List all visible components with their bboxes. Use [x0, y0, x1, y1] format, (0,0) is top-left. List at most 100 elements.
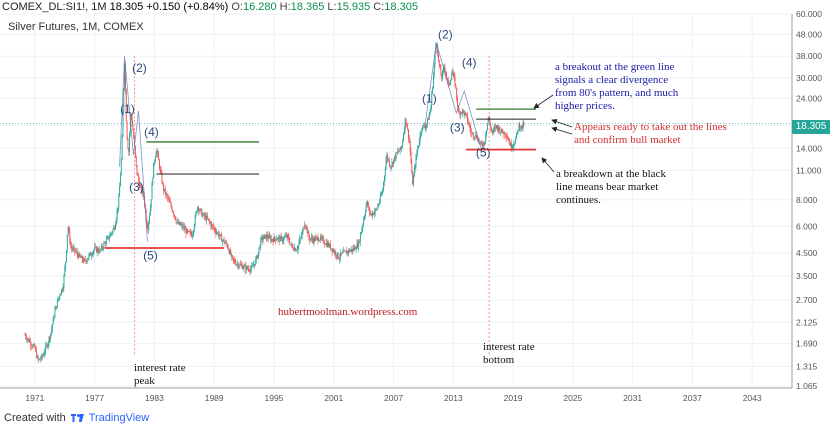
wave-label-80s: (2) — [132, 61, 147, 75]
candle-body — [173, 212, 175, 215]
candle-body — [112, 229, 114, 233]
candle-body — [213, 227, 215, 229]
candle-body — [295, 248, 297, 251]
candle-body — [334, 251, 336, 253]
candle-body — [374, 211, 375, 215]
candle-body — [464, 112, 466, 116]
candle-body — [211, 224, 213, 227]
candle-body — [270, 237, 272, 241]
x-tick-label: 1983 — [145, 393, 164, 403]
wave-label-2010s: (3) — [450, 120, 465, 134]
candle-body — [122, 112, 124, 138]
candle-body — [120, 159, 122, 175]
candle-body — [404, 118, 406, 130]
candle-body — [277, 237, 279, 240]
candle-body — [207, 216, 209, 219]
candle-body — [448, 83, 450, 85]
candle-body — [49, 337, 51, 339]
candle-body — [77, 254, 79, 258]
candle-body — [495, 126, 497, 128]
candle-body — [412, 172, 414, 185]
candle-body — [418, 145, 419, 149]
candle-body — [226, 242, 228, 245]
candle-body — [236, 264, 238, 265]
candle-body — [369, 211, 371, 214]
y-tick-label: 8.000 — [796, 195, 818, 205]
candle-body — [454, 76, 456, 86]
candle-body — [126, 121, 128, 139]
candle-body — [198, 207, 199, 211]
candle-body — [43, 353, 45, 355]
candle-body — [296, 250, 297, 252]
candle-body — [418, 141, 420, 146]
candle-body — [239, 264, 241, 267]
candle-body — [492, 129, 494, 133]
wave-label-80s: (3) — [129, 180, 144, 194]
y-tick-label: 1.315 — [796, 362, 818, 372]
tradingview-brand[interactable]: TradingView — [88, 412, 150, 424]
candle-body — [31, 345, 33, 347]
candle-body — [383, 181, 385, 190]
candle-body — [384, 175, 385, 182]
candle-body — [74, 247, 76, 252]
candle-body — [426, 124, 428, 127]
candle-body — [484, 141, 486, 143]
candle-body — [472, 132, 473, 134]
candle-body — [195, 212, 197, 217]
x-tick-label: 2013 — [444, 393, 463, 403]
candle-body — [261, 237, 263, 239]
candle-body — [35, 348, 37, 351]
candle-body — [125, 63, 126, 90]
candle-body — [481, 142, 483, 145]
candle-body — [262, 238, 264, 241]
candle-body — [378, 204, 380, 206]
candle-body — [155, 152, 157, 158]
annotation-ready: Appears ready to take out the lines — [574, 121, 727, 133]
candle-body — [58, 296, 60, 300]
y-tick-label: 6.000 — [796, 221, 818, 231]
candle-body — [119, 186, 121, 197]
candle-body — [322, 237, 324, 239]
symbol-name[interactable]: COMEX_DL:SI1!, 1M — [2, 1, 107, 13]
candle-body — [438, 59, 440, 66]
candle-body — [51, 324, 53, 330]
candle-body — [424, 126, 426, 128]
candle-body — [253, 264, 255, 266]
candle-body — [68, 227, 70, 232]
candle-body — [271, 239, 273, 241]
current-price-tag: 18.305 — [792, 120, 830, 134]
candle-body — [32, 346, 33, 347]
candle-body — [209, 221, 211, 223]
candle-body — [254, 264, 256, 265]
candle-body — [110, 233, 112, 234]
candle-body — [310, 238, 312, 240]
candle-body — [477, 139, 479, 141]
candle-body — [486, 123, 488, 131]
candle-body — [491, 128, 493, 131]
candle-body — [178, 221, 180, 225]
wave-label-2010s: (4) — [462, 55, 477, 69]
candle-body — [433, 64, 435, 76]
candle-body — [66, 250, 67, 262]
low-value: 15.935 — [336, 1, 371, 13]
candle-body — [477, 138, 478, 141]
candle-body — [134, 145, 136, 156]
y-tick-label: 14.000 — [796, 143, 822, 153]
chart-title: Silver Futures, 1M, COMEX — [8, 21, 144, 33]
candle-body — [163, 183, 165, 191]
candle-body — [76, 251, 77, 253]
candle-body — [428, 118, 429, 120]
candle-body — [182, 224, 184, 228]
candle-body — [356, 243, 358, 249]
candle-body — [374, 209, 376, 212]
x-tick-label: 1971 — [25, 393, 44, 403]
candle-body — [36, 350, 38, 358]
candle-body — [278, 236, 280, 238]
candle-body — [428, 114, 430, 120]
candle-body — [341, 252, 343, 255]
candle-body — [384, 169, 386, 176]
candle-body — [451, 74, 453, 80]
candle-body — [301, 236, 302, 238]
candle-body — [389, 160, 390, 166]
